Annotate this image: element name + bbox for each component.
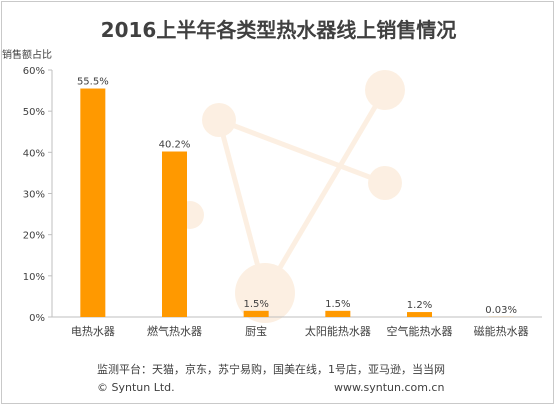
bar-2 — [162, 151, 187, 317]
x-tick-label: 空气能热水器 — [387, 324, 453, 338]
data-label: 1.2% — [407, 300, 432, 311]
y-axis-label: 销售额占比 — [2, 50, 52, 61]
y-tick-label: 0% — [29, 313, 45, 324]
x-tick-label: 磁能热水器 — [474, 324, 529, 338]
data-label: 0.03% — [485, 305, 517, 316]
x-tick-label: 电热水器 — [71, 325, 115, 338]
x-tick-label: 太阳能热水器 — [305, 324, 371, 338]
data-label: 1.5% — [325, 299, 350, 310]
watermark-logo — [176, 70, 405, 323]
bar-3 — [243, 310, 269, 317]
x-tick-label: 燃气热水器 — [147, 324, 202, 338]
data-label: 40.2% — [159, 140, 191, 151]
y-tick-label: 10% — [23, 272, 45, 283]
bar-1 — [80, 88, 106, 318]
bar-5 — [407, 312, 432, 317]
chart-title: 2016上半年各类型热水器线上销售情况 — [100, 18, 457, 42]
y-tick-label: 50% — [23, 107, 45, 118]
y-tick-label: 60% — [23, 66, 45, 77]
data-source-note: 监测平台：天猫，京东，苏宁易购，国美在线，1号店，亚马逊，当当网 — [97, 363, 445, 376]
bar-4 — [325, 310, 351, 317]
copyright-text: © Syntun Ltd. — [97, 381, 175, 394]
data-label: 1.5% — [243, 299, 268, 310]
y-tick-label: 20% — [23, 231, 45, 242]
website-text: www.syntun.com.cn — [334, 381, 445, 394]
x-tick-label: 厨宝 — [245, 324, 267, 338]
y-tick-label: 30% — [23, 190, 45, 201]
data-label: 55.5% — [77, 77, 109, 88]
y-tick-label: 40% — [23, 148, 45, 159]
